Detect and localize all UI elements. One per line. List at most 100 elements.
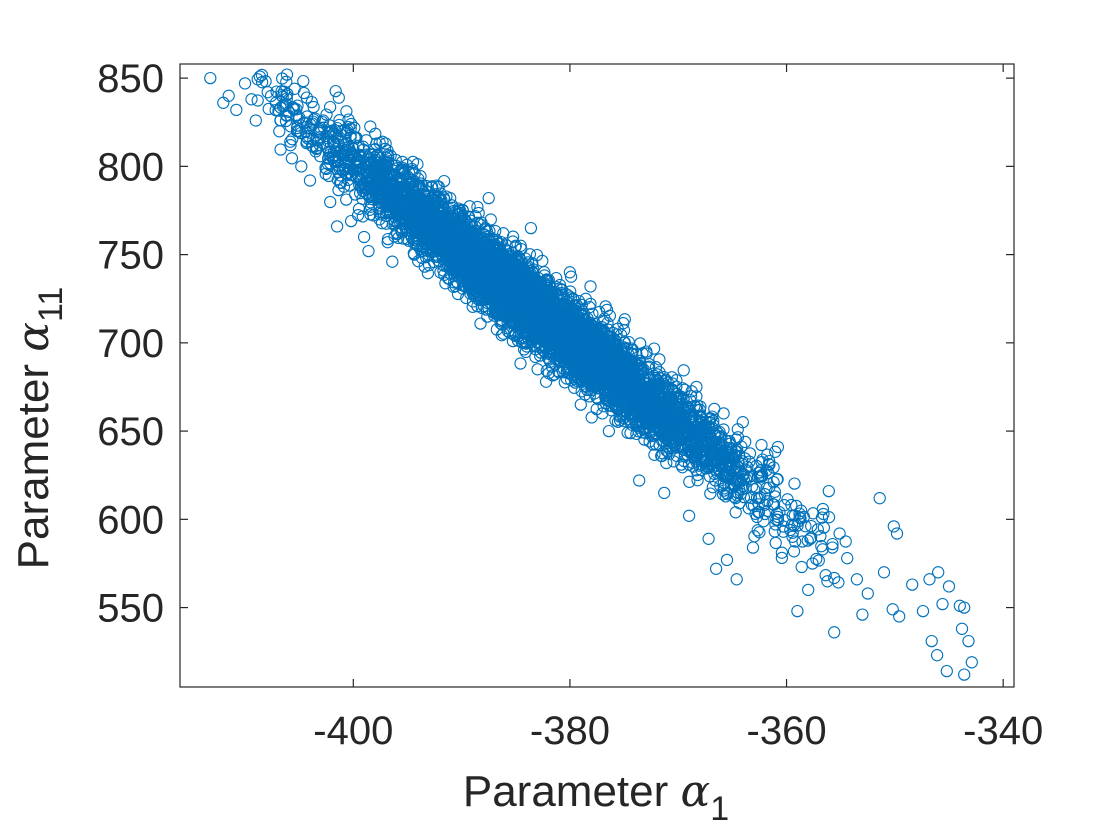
data-point [327,127,340,140]
data-point [715,467,728,480]
data-point [790,499,803,513]
data-point [745,498,759,512]
data-point [653,353,666,366]
data-point [628,356,641,369]
data-point [276,72,289,85]
data-point [360,134,373,147]
data-point [753,466,767,479]
data-point [376,135,389,148]
data-point [791,519,804,532]
data-point [670,374,683,387]
data-point [270,85,283,98]
data-point [728,490,741,504]
data-point [564,270,578,283]
data-point [586,307,599,320]
data-point [317,114,330,127]
data-point [770,513,783,526]
data-point [544,355,557,368]
data-point [727,457,740,471]
data-point [432,180,445,194]
data-point [739,463,752,476]
data-point [251,94,264,107]
data-point [647,342,661,355]
data-point [750,510,764,524]
data-point [255,68,269,82]
data-point [480,224,494,238]
data-point [531,363,544,376]
data-point [743,447,757,460]
data-point [375,217,389,230]
data-point [284,135,297,148]
data-point [805,519,818,533]
data-point [519,345,532,359]
data-point [579,292,592,305]
data-point [634,337,647,350]
data-point [611,322,624,335]
data-point [471,216,484,229]
data-point [341,123,354,137]
data-point [817,521,831,534]
data-point [300,136,313,150]
data-point [434,187,447,200]
data-point [752,498,765,511]
data-point [609,414,622,427]
data-point [339,162,352,175]
data-point [755,438,768,452]
data-point [812,554,825,567]
data-point [297,74,310,88]
data-point [794,504,808,517]
data-point [760,464,773,477]
data-point [353,164,366,177]
data-point [474,317,487,330]
data-point [787,545,801,558]
data-point [269,103,282,117]
data-point [788,477,801,490]
data-point [380,217,393,230]
data-point [340,193,353,206]
data-point [373,213,386,226]
data-point [345,117,358,131]
data-point [323,100,337,114]
data-point [420,179,433,193]
data-point [284,120,297,133]
data-point [356,210,369,223]
data-point [717,484,731,497]
data-point [446,201,459,214]
data-point [713,425,726,439]
data-point [322,152,335,165]
data-point [777,520,790,533]
data-point [690,380,703,394]
data-point [566,292,580,305]
data-point [396,232,410,245]
data-point [275,85,288,98]
data-point [319,167,332,181]
data-points [204,68,978,681]
data-point [775,546,789,559]
data-point [721,488,734,501]
data-point [758,488,772,501]
data-point [786,526,799,539]
data-point [770,473,784,486]
data-point [788,535,802,548]
data-point [340,105,353,118]
data-point [642,357,655,371]
data-point [299,130,313,143]
data-point [751,524,764,537]
data-point [299,125,312,138]
data-point [310,142,323,156]
data-point [819,569,832,582]
data-point [750,459,763,472]
data-point [523,248,537,261]
data-point [648,448,661,461]
data-point [316,115,329,129]
data-point [653,366,666,379]
data-point [332,91,345,104]
data-point [767,461,780,474]
data-point [614,328,628,341]
data-point [704,487,717,500]
data-point [379,137,392,150]
data-point [285,152,299,165]
data-point [497,227,510,240]
data-point [324,195,337,209]
